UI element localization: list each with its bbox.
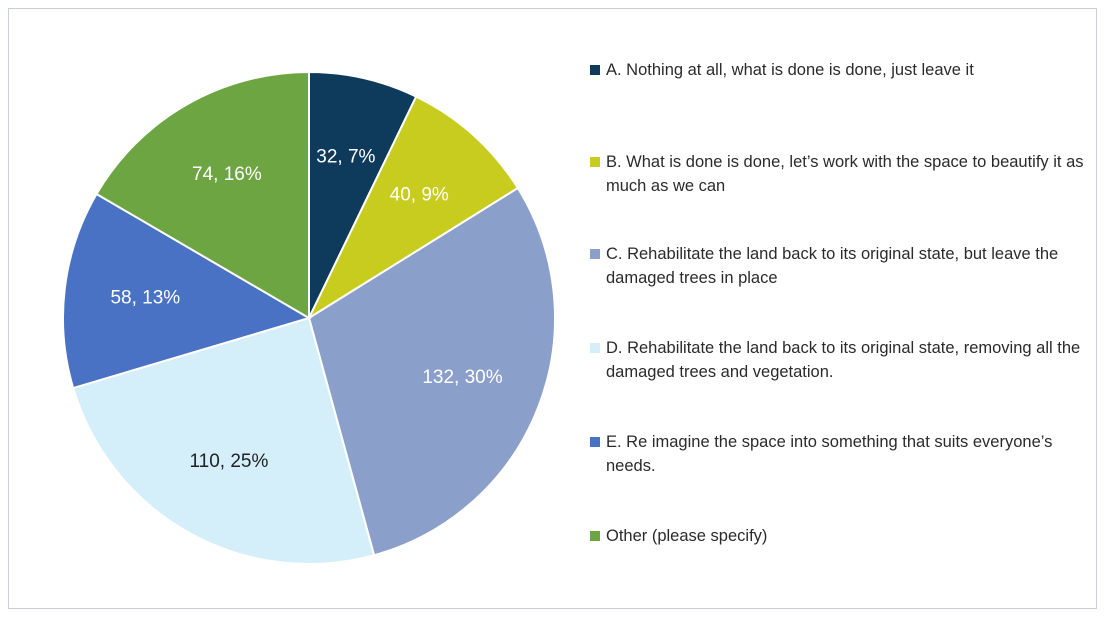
- legend-swatch-e: [590, 437, 600, 447]
- pie-slice-other: [95, 70, 310, 320]
- data-label-d: 110, 25%: [190, 451, 269, 472]
- legend-item-b: B. What is done is done, let’s work with…: [590, 150, 1096, 198]
- legend-label-d: D. Rehabilitate the land back to its ori…: [606, 339, 1081, 381]
- legend-label-a: A. Nothing at all, what is done is done,…: [606, 61, 974, 79]
- legend-item-a: A. Nothing at all, what is done is done,…: [590, 58, 1096, 82]
- legend-swatch-d: [590, 343, 600, 353]
- legend-swatch-b: [590, 157, 600, 167]
- data-label-c: 132, 30%: [422, 367, 502, 388]
- legend-swatch-other: [590, 531, 600, 541]
- data-label-other: 74, 16%: [192, 164, 262, 185]
- pie-slice-c: [307, 186, 556, 557]
- legend-label-b: B. What is done is done, let’s work with…: [606, 153, 1084, 195]
- legend-label-other: Other (please specify): [606, 527, 768, 545]
- pie-slice-e: [62, 192, 312, 390]
- data-label-b: 40, 9%: [390, 184, 449, 205]
- pie-slice-b: [306, 95, 520, 321]
- pie-slice-d: [71, 316, 376, 565]
- pie-slice-a: [308, 70, 418, 319]
- legend-item-c: C. Rehabilitate the land back to its ori…: [590, 242, 1096, 290]
- legend-item-e: E. Re imagine the space into something t…: [590, 430, 1096, 478]
- legend-swatch-a: [590, 65, 600, 75]
- data-label-e: 58, 13%: [110, 287, 180, 308]
- legend-item-d: D. Rehabilitate the land back to its ori…: [590, 336, 1096, 384]
- legend-swatch-c: [590, 249, 600, 259]
- legend-label-c: C. Rehabilitate the land back to its ori…: [606, 245, 1059, 287]
- data-label-a: 32, 7%: [316, 146, 375, 167]
- legend-label-e: E. Re imagine the space into something t…: [606, 433, 1053, 475]
- legend-item-other: Other (please specify): [590, 524, 1096, 548]
